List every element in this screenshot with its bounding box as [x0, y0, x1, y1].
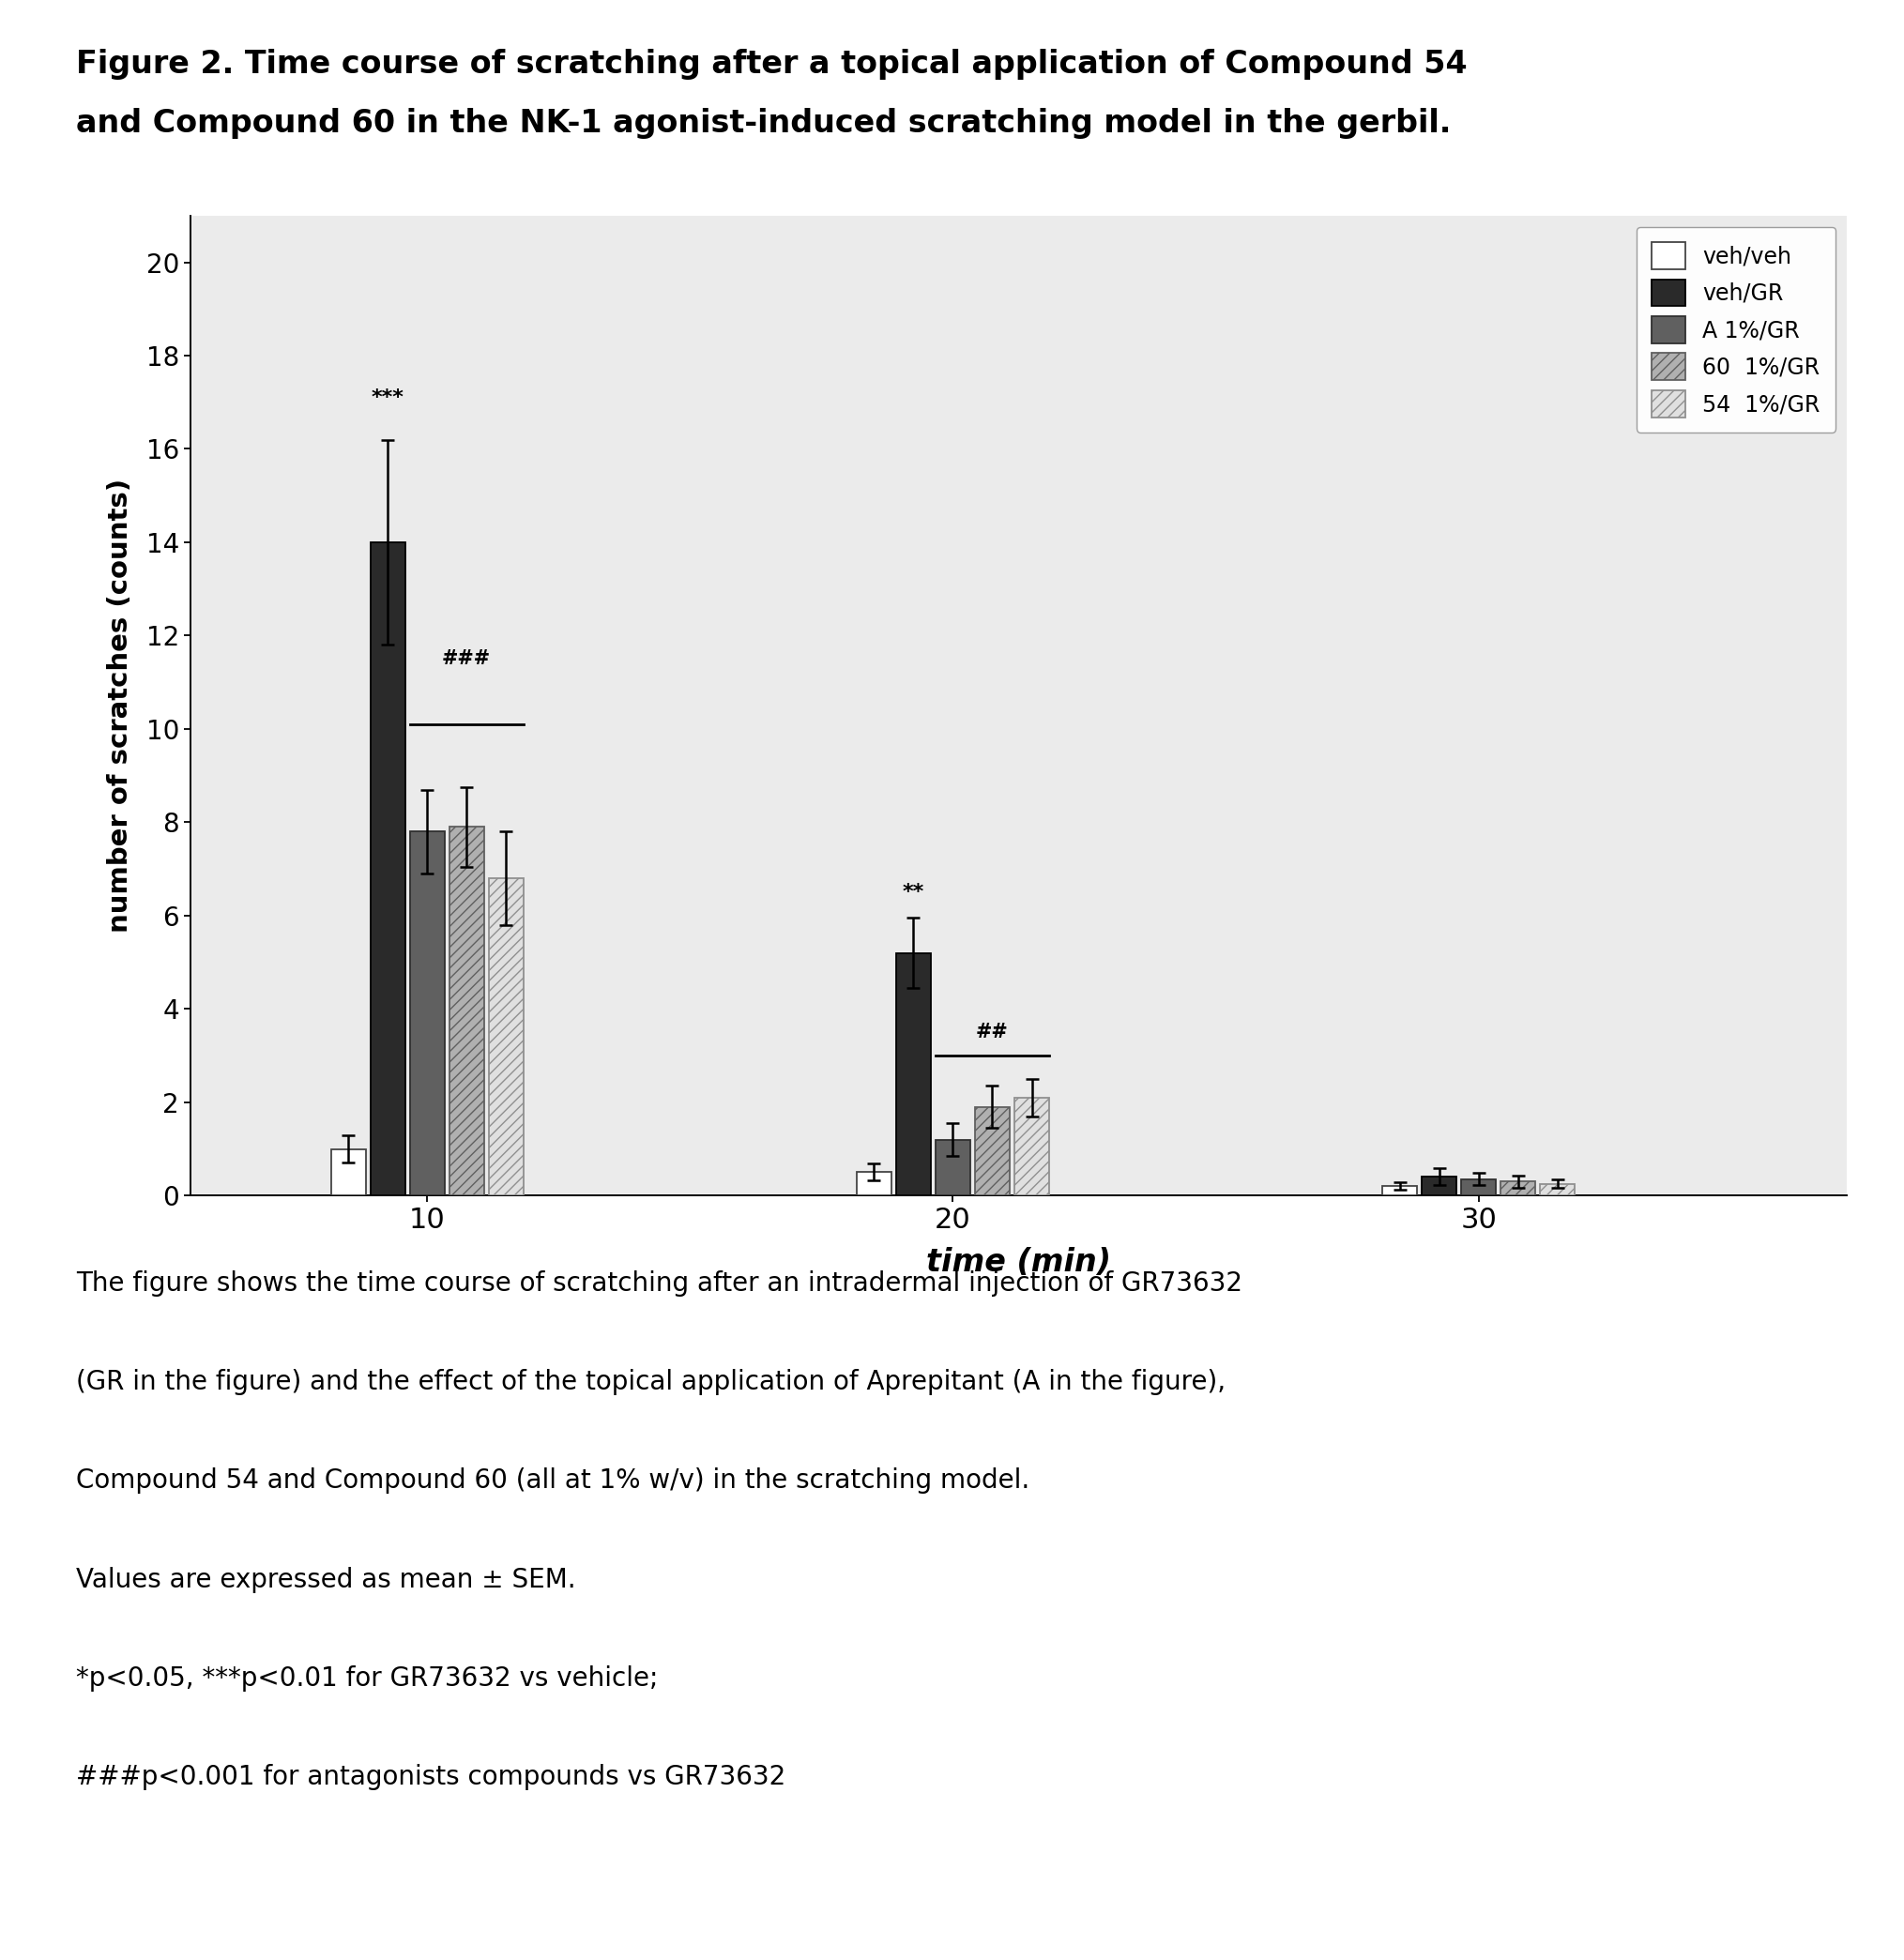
Bar — [1540, 1184, 1575, 1196]
Bar — [897, 953, 931, 1196]
Text: **: ** — [902, 882, 923, 902]
Bar — [1500, 1182, 1535, 1196]
Text: ***: *** — [371, 388, 404, 408]
Text: and Compound 60 in the NK-1 agonist-induced scratching model in the gerbil.: and Compound 60 in the NK-1 agonist-indu… — [76, 108, 1451, 139]
Bar — [975, 1107, 1009, 1196]
Bar — [489, 878, 524, 1196]
Bar — [1422, 1176, 1457, 1196]
Bar — [857, 1172, 891, 1196]
X-axis label: time (min): time (min) — [925, 1247, 1112, 1278]
Bar — [409, 831, 444, 1196]
Bar — [449, 827, 484, 1196]
Bar — [331, 1149, 366, 1196]
Text: (GR in the figure) and the effect of the topical application of Aprepitant (A in: (GR in the figure) and the effect of the… — [76, 1368, 1226, 1396]
Bar — [1015, 1098, 1049, 1196]
Text: *p<0.05, ***p<0.01 for GR73632 vs vehicle;: *p<0.05, ***p<0.01 for GR73632 vs vehicl… — [76, 1666, 659, 1691]
Text: ###p<0.001 for antagonists compounds vs GR73632: ###p<0.001 for antagonists compounds vs … — [76, 1764, 786, 1789]
Bar — [1382, 1186, 1417, 1196]
Y-axis label: number of scratches (counts): number of scratches (counts) — [107, 478, 133, 933]
Bar — [369, 543, 406, 1196]
Text: ##: ## — [977, 1023, 1009, 1041]
Text: The figure shows the time course of scratching after an intradermal injection of: The figure shows the time course of scra… — [76, 1270, 1243, 1296]
Text: Compound 54 and Compound 60 (all at 1% w/v) in the scratching model.: Compound 54 and Compound 60 (all at 1% w… — [76, 1468, 1030, 1494]
Text: ###: ### — [442, 649, 491, 668]
Text: Figure 2. Time course of scratching after a topical application of Compound 54: Figure 2. Time course of scratching afte… — [76, 49, 1468, 80]
Bar — [1462, 1180, 1497, 1196]
Legend: veh/veh, veh/GR, A 1%/GR, 60  1%/GR, 54  1%/GR: veh/veh, veh/GR, A 1%/GR, 60 1%/GR, 54 1… — [1636, 227, 1835, 433]
Text: Values are expressed as mean ± SEM.: Values are expressed as mean ± SEM. — [76, 1566, 577, 1593]
Bar — [935, 1139, 971, 1196]
